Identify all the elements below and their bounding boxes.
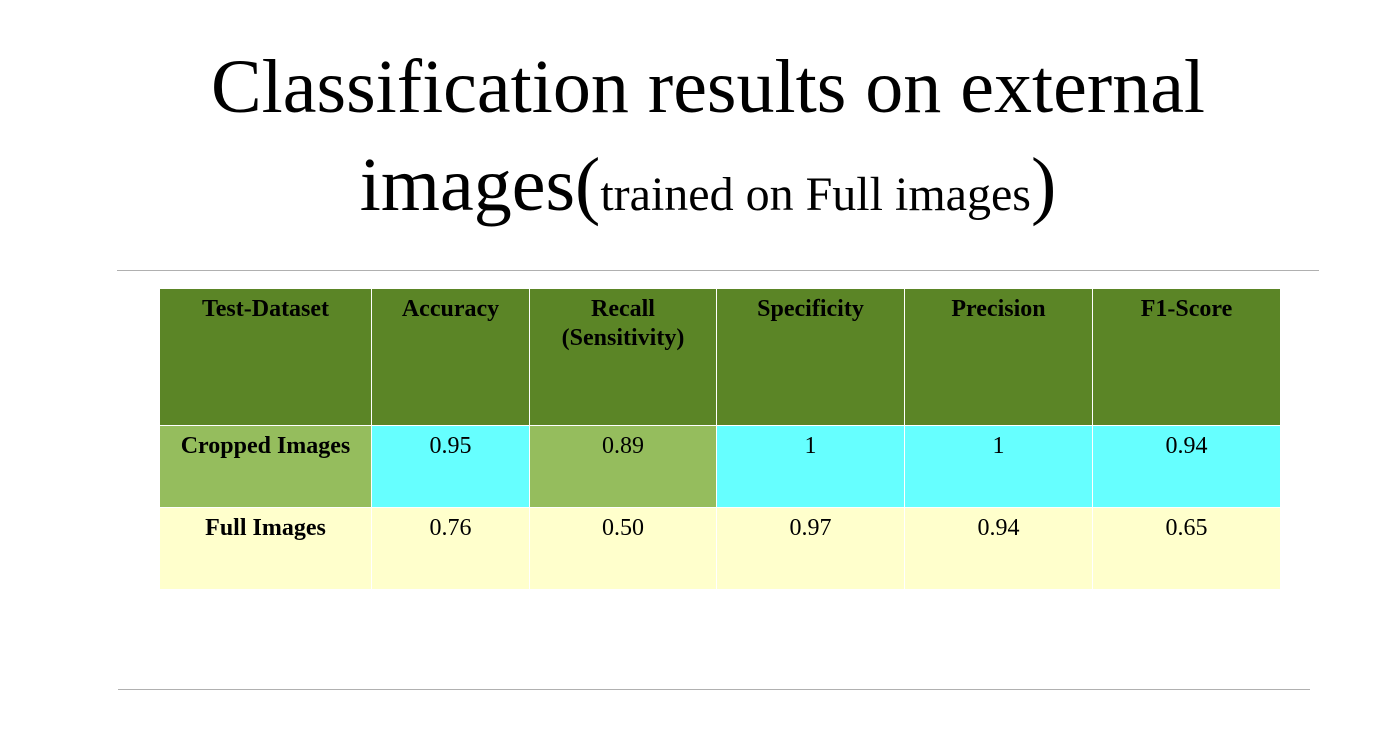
header-precision: Precision	[904, 288, 1093, 426]
header-accuracy: Accuracy	[371, 288, 530, 426]
row-label-full: Full Images	[159, 507, 372, 590]
title-line2: images(	[359, 143, 601, 227]
header-f1-score: F1-Score	[1092, 288, 1281, 426]
top-divider	[117, 270, 1319, 271]
cell-precision: 1	[904, 425, 1093, 508]
title-note: trained on Full images	[600, 168, 1031, 221]
cell-specificity: 0.97	[716, 507, 905, 590]
cell-recall: 0.89	[529, 425, 717, 508]
row-label-cropped: Cropped Images	[159, 425, 372, 508]
bottom-divider	[118, 689, 1310, 690]
cell-recall: 0.50	[529, 507, 717, 590]
title-main: Classification results on external	[210, 45, 1206, 129]
header-specificity: Specificity	[716, 288, 905, 426]
header-recall: Recall (Sensitivity)	[529, 288, 717, 426]
cell-accuracy: 0.95	[371, 425, 530, 508]
title-close: )	[1030, 143, 1057, 227]
header-test-dataset: Test-Dataset	[159, 288, 372, 426]
results-table: Test-Dataset Accuracy Recall (Sensitivity…	[159, 288, 1281, 590]
header-row: Test-Dataset Accuracy Recall (Sensitivity…	[159, 288, 1281, 426]
table-row: Full Images 0.76 0.50 0.97 0.94 0.65	[159, 507, 1281, 590]
table-row: Cropped Images 0.95 0.89 1 1 0.94	[159, 425, 1281, 508]
header-recall-line1: Recall	[591, 296, 655, 322]
slide-title: Classification results on external images…	[0, 38, 1376, 244]
cell-precision: 0.94	[904, 507, 1093, 590]
cell-specificity: 1	[716, 425, 905, 508]
header-recall-line2: (Sensitivity)	[561, 325, 685, 351]
cell-accuracy: 0.76	[371, 507, 530, 590]
cell-f1-score: 0.65	[1092, 507, 1281, 590]
cell-f1-score: 0.94	[1092, 425, 1281, 508]
